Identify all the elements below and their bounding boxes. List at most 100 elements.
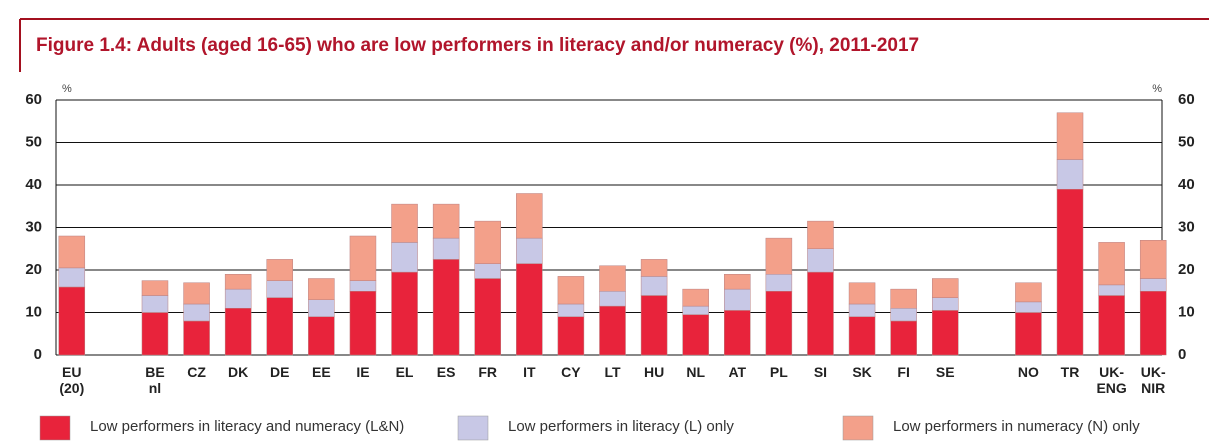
bar-segment bbox=[557, 303, 585, 317]
bar-segment bbox=[391, 203, 418, 243]
bar-segment bbox=[266, 297, 294, 356]
bar-segment bbox=[224, 288, 252, 309]
bar-segment bbox=[183, 282, 210, 305]
bar-segment bbox=[724, 274, 751, 290]
bar-segment bbox=[349, 291, 377, 356]
bar-segment bbox=[848, 282, 876, 305]
bar-segment bbox=[224, 274, 252, 290]
y2-tick-label: 50 bbox=[1178, 133, 1195, 150]
bar-segment bbox=[931, 278, 959, 298]
bar-segment bbox=[308, 316, 335, 356]
bar-segment bbox=[1015, 312, 1042, 356]
bar-segment bbox=[391, 271, 418, 356]
y-tick-label: 60 bbox=[25, 91, 42, 108]
bar-segment bbox=[807, 248, 834, 273]
x-tick-label: BE nl bbox=[145, 364, 165, 396]
x-tick-label: SK bbox=[852, 364, 872, 380]
y2-tick-label: 60 bbox=[1178, 91, 1195, 108]
x-tick-label: NL bbox=[686, 364, 705, 380]
bar-segment bbox=[848, 303, 876, 317]
bar-segment bbox=[349, 280, 377, 292]
bar-segment bbox=[1139, 240, 1167, 279]
x-tick-label: SE bbox=[935, 364, 955, 380]
bar-segment bbox=[1056, 189, 1084, 356]
y-axis-label: % bbox=[62, 83, 72, 95]
y2-tick-label: 30 bbox=[1178, 218, 1195, 235]
bar-segment bbox=[1056, 159, 1084, 190]
y-tick-label: 0 bbox=[34, 346, 42, 363]
legend-label: Low performers in literacy and numeracy … bbox=[90, 418, 405, 435]
bar-segment bbox=[640, 295, 668, 356]
bar-segment bbox=[890, 320, 917, 356]
bar-segment bbox=[724, 288, 751, 311]
bar-segment bbox=[765, 237, 793, 275]
x-tick-label: DK bbox=[228, 364, 249, 380]
x-tick-label: AT bbox=[728, 364, 747, 380]
bar-segment bbox=[931, 310, 959, 356]
bar-segment bbox=[266, 259, 294, 281]
x-tick-label: UK- ENG bbox=[1096, 364, 1127, 396]
y-tick-label: 20 bbox=[25, 261, 42, 278]
x-tick-label: LT bbox=[604, 364, 621, 380]
bar-segment bbox=[141, 280, 169, 296]
legend-swatch bbox=[842, 415, 874, 441]
x-tick-label: TR bbox=[1060, 364, 1080, 380]
bar-segment bbox=[1139, 291, 1167, 356]
legend-label: Low performers in numeracy (N) only bbox=[893, 418, 1140, 435]
bar-segment bbox=[807, 271, 834, 356]
y-tick-label: 40 bbox=[25, 176, 42, 193]
bar-segment bbox=[1015, 301, 1042, 313]
x-tick-label: SI bbox=[813, 364, 828, 380]
bar-segment bbox=[1098, 295, 1125, 356]
bar-segment bbox=[1098, 242, 1125, 286]
bar-segment bbox=[640, 276, 668, 296]
bar-segment bbox=[807, 220, 834, 249]
bar-segment bbox=[1098, 284, 1125, 296]
bar-segment bbox=[931, 297, 959, 311]
bar-segment bbox=[1139, 278, 1167, 292]
x-tick-label: EL bbox=[395, 364, 414, 380]
bar-segment bbox=[474, 278, 501, 356]
x-tick-label: PL bbox=[769, 364, 788, 380]
bar-segment bbox=[432, 259, 460, 356]
bar-segment bbox=[516, 237, 543, 264]
bar-segment bbox=[890, 308, 917, 322]
bar-segment bbox=[682, 314, 709, 356]
x-tick-label: CZ bbox=[187, 364, 206, 380]
y2-axis-label: % bbox=[1152, 83, 1162, 95]
y2-tick-label: 20 bbox=[1178, 261, 1195, 278]
x-tick-label: FI bbox=[897, 364, 910, 380]
legend-swatch bbox=[39, 415, 71, 441]
x-tick-label: FR bbox=[478, 364, 498, 380]
x-tick-label: DE bbox=[270, 364, 290, 380]
bar-segment bbox=[308, 299, 335, 317]
x-tick-label: HU bbox=[643, 364, 665, 380]
bar-segment bbox=[682, 288, 709, 307]
x-tick-label: IE bbox=[356, 364, 370, 380]
bar-segment bbox=[516, 193, 543, 239]
bar-segment bbox=[682, 305, 709, 315]
bar-segment bbox=[308, 278, 335, 300]
x-tick-label: CY bbox=[561, 364, 581, 380]
bar-segment bbox=[58, 267, 86, 288]
bar-segment bbox=[391, 242, 418, 273]
bar-segment bbox=[557, 316, 585, 356]
x-tick-label: EE bbox=[312, 364, 331, 380]
bar-segment bbox=[141, 312, 169, 356]
x-tick-label: NO bbox=[1017, 364, 1039, 380]
bar-segment bbox=[474, 263, 501, 279]
bar-segment bbox=[599, 291, 626, 307]
x-tick-label: IT bbox=[523, 364, 536, 380]
bar-segment bbox=[183, 320, 210, 356]
bar-segment bbox=[599, 305, 626, 356]
bar-segment bbox=[640, 259, 668, 277]
x-tick-label: EU (20) bbox=[59, 364, 85, 396]
bar-segment bbox=[724, 310, 751, 356]
bar-segment bbox=[1015, 282, 1042, 303]
bar-segment bbox=[432, 203, 460, 239]
legend-swatch bbox=[457, 415, 489, 441]
chart-title: Figure 1.4: Adults (aged 16-65) who are … bbox=[36, 35, 919, 56]
y-tick-label: 50 bbox=[25, 133, 42, 150]
y2-tick-label: 10 bbox=[1178, 303, 1195, 320]
